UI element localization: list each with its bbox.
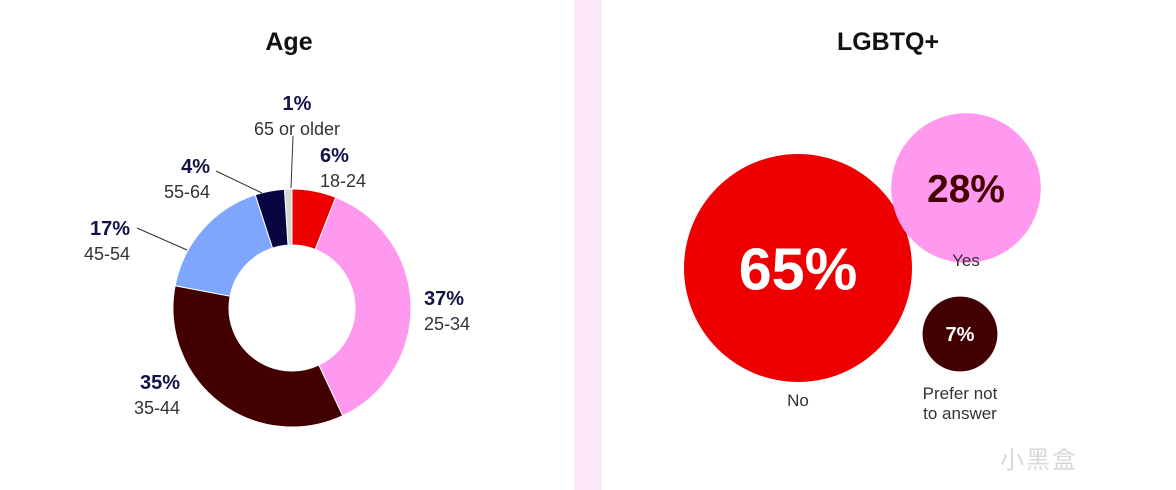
donut-slice-65-or-older: [283, 188, 293, 246]
donut-slice-35-44: [172, 285, 344, 428]
bubble-category-label: Yes: [952, 251, 980, 270]
bubble-0: [684, 154, 912, 382]
lgbtq-chart-title: LGBTQ+: [836, 28, 940, 56]
age-chart-title: Age: [265, 28, 313, 56]
donut-slice-25-34: [314, 196, 412, 417]
slice-category-label: 35-44: [134, 398, 180, 418]
slice-category-label: 55-64: [164, 182, 210, 202]
slice-category-label: 45-54: [84, 244, 130, 264]
slice-value-label: 17%: [90, 218, 130, 240]
slice-value-label: 4%: [181, 156, 210, 178]
watermark-text: 小黑盒: [1000, 446, 1078, 474]
panel-divider: [574, 0, 602, 490]
bubble-category-label: No: [787, 391, 809, 410]
bubble-value-label: 28%: [927, 168, 1005, 211]
bubble-1: [891, 113, 1041, 263]
slice-value-label: 6%: [320, 145, 349, 167]
slice-category-label: 18-24: [320, 171, 366, 191]
slice-category-label: 25-34: [424, 314, 470, 334]
slice-value-label: 37%: [424, 288, 464, 310]
bubble-category-label: to answer: [923, 404, 997, 423]
donut-slice-45-54: [174, 194, 274, 297]
slice-value-label: 1%: [283, 93, 312, 115]
slice-value-label: 35%: [140, 372, 180, 394]
slice-category-label: 65 or older: [254, 119, 340, 139]
bubble-category-label: Prefer not: [923, 384, 998, 403]
bubble-2: [922, 296, 998, 372]
bubble-value-label: 7%: [946, 324, 975, 346]
leader-line-3: [136, 227, 188, 251]
leader-line-5: [290, 135, 294, 189]
bubble-value-label: 65%: [739, 235, 858, 302]
leader-line-4: [215, 170, 263, 194]
